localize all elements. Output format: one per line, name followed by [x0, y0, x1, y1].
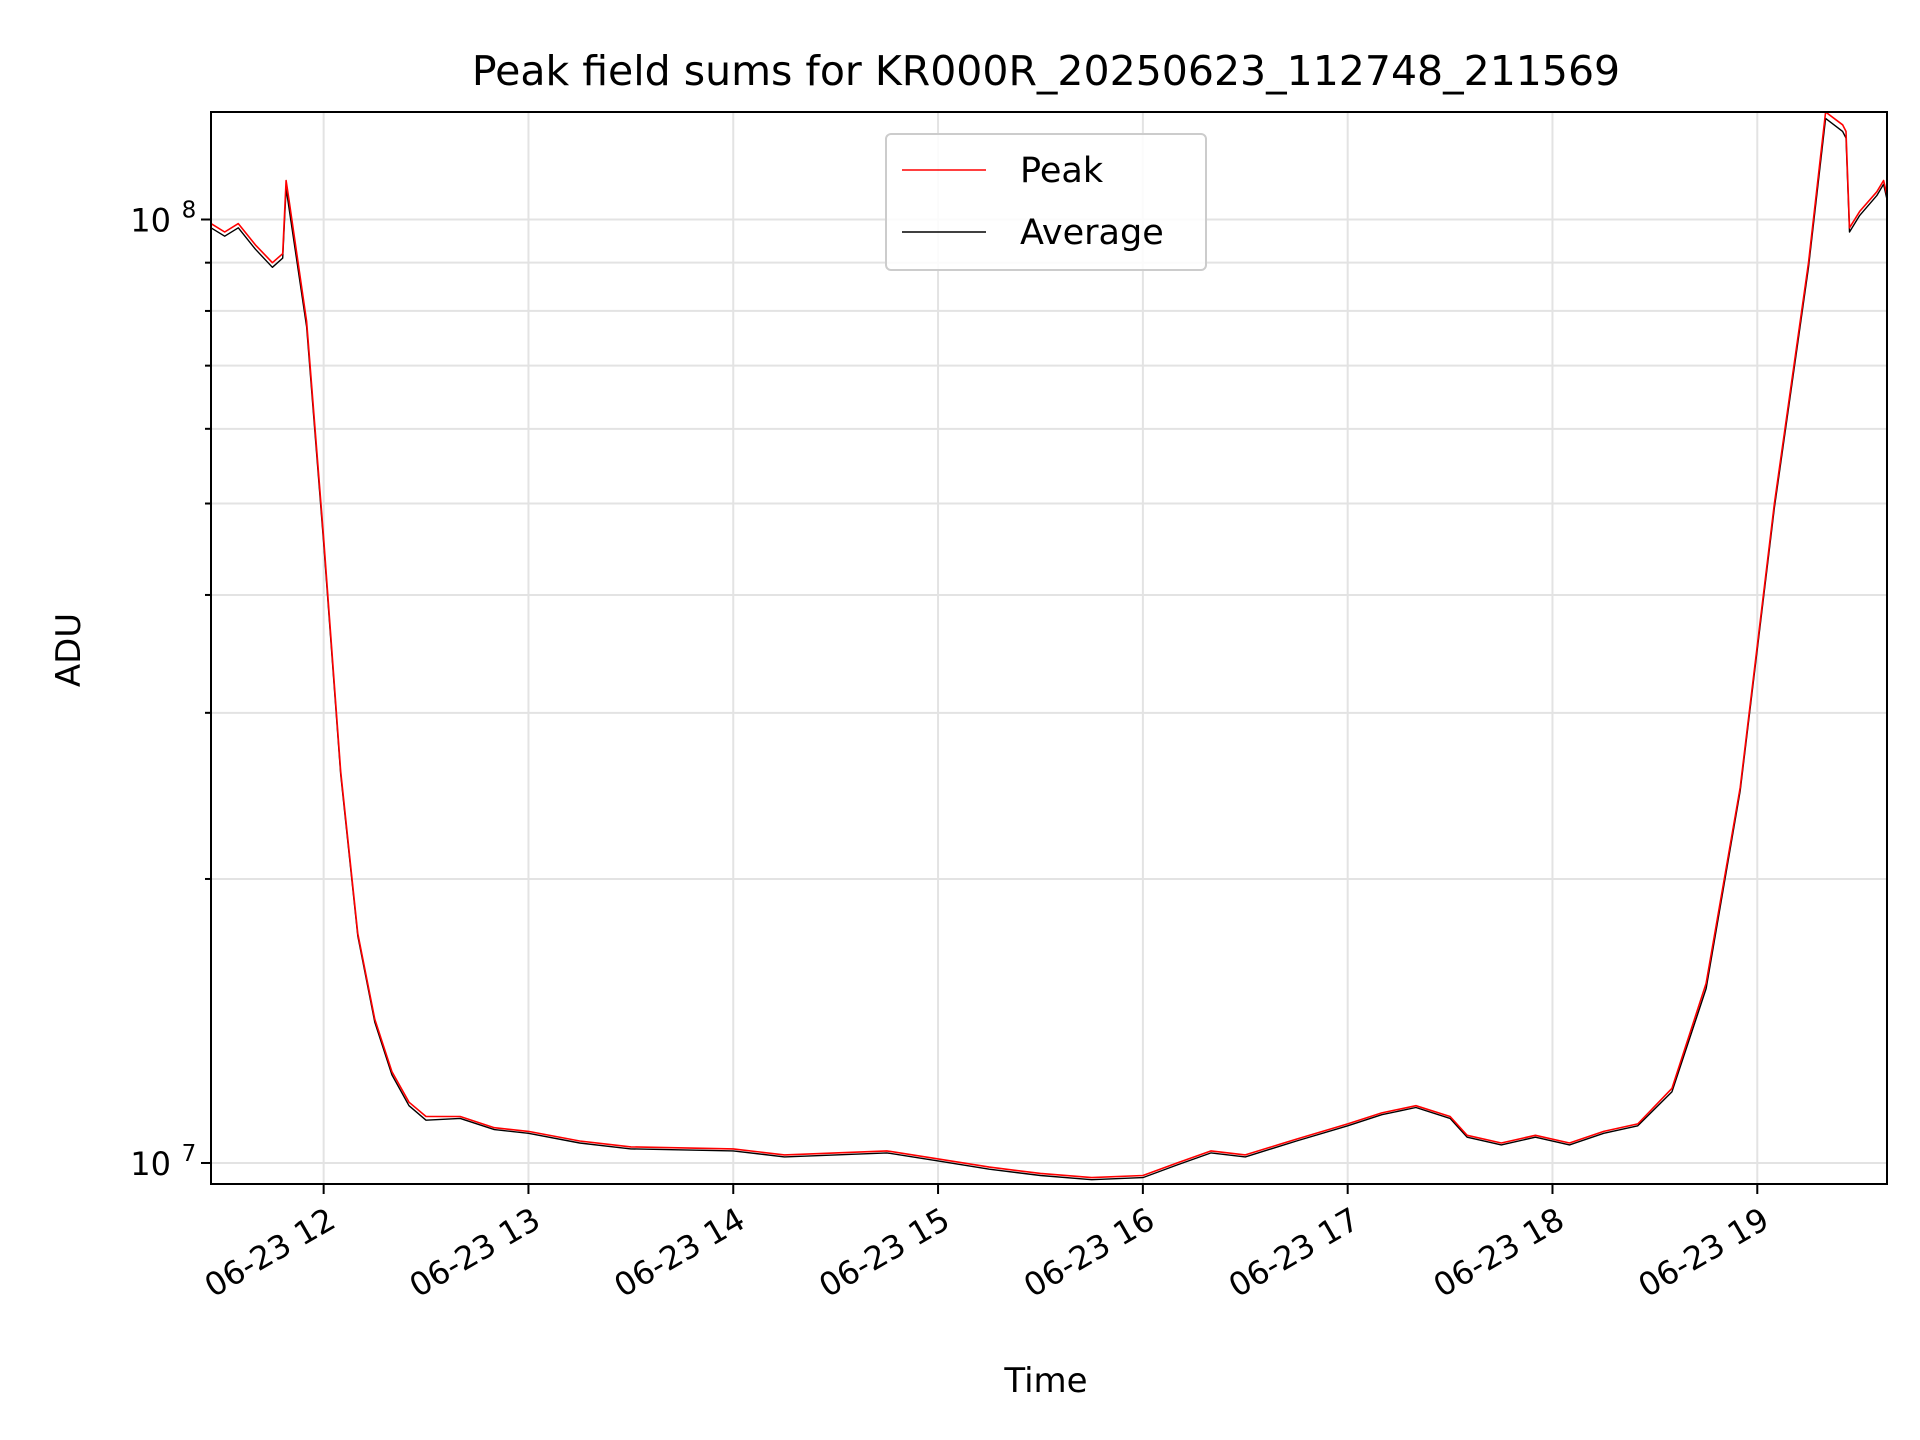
y-tick-base: 10: [130, 1145, 171, 1183]
chart-title: Peak field sums for KR000R_20250623_1127…: [472, 47, 1620, 95]
legend: Peak Average: [885, 133, 1207, 271]
plot-series: [210, 111, 1888, 1181]
plot-frame: [210, 111, 1888, 1185]
y-axis-label: ADU: [49, 613, 89, 687]
legend-box: [885, 133, 1207, 271]
y-tick-base: 10: [130, 202, 171, 240]
y-tick-exponent: 7: [182, 1141, 197, 1167]
y-tick-label: 10: [130, 1145, 171, 1183]
y-tick-label: 10: [130, 202, 171, 240]
legend-label-peak: Peak: [1020, 151, 1104, 191]
x-axis-label: Time: [1003, 1361, 1087, 1401]
legend-label-average: Average: [1020, 213, 1164, 253]
series-line-peak: [210, 111, 1888, 1179]
y-tick-exponent: 8: [182, 198, 197, 224]
